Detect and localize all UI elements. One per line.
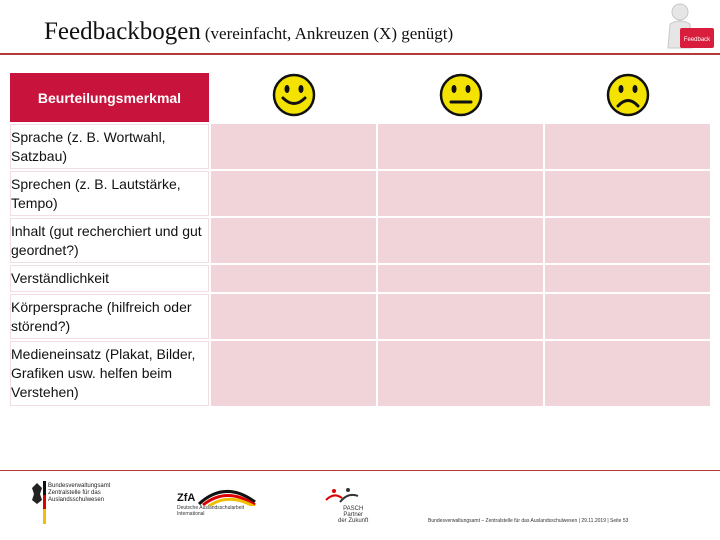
rating-cell-sad[interactable] <box>545 124 710 169</box>
rating-cell-neutral[interactable] <box>378 124 543 169</box>
footer-credit: Bundesverwaltungsamt – Zentralstelle für… <box>428 518 629 524</box>
criterion-label: Inhalt (gut recherchiert und gut geordne… <box>10 218 209 263</box>
header-face-happy <box>211 73 376 122</box>
table-row: Medieneinsatz (Plakat, Bilder, Grafiken … <box>10 341 710 406</box>
logo1-line: Zentralstelle für das <box>48 490 101 496</box>
rating-cell-neutral[interactable] <box>378 341 543 406</box>
zfa-logo-icon: ZfA <box>177 490 256 506</box>
rating-cell-happy[interactable] <box>211 265 376 292</box>
table-row: Körpersprache (hilfreich oder störend?) <box>10 294 710 339</box>
table-row: Sprechen (z. B. Lautstärke, Tempo) <box>10 171 710 216</box>
table-row: Verständlichkeit <box>10 265 710 292</box>
rating-cell-happy[interactable] <box>211 341 376 406</box>
criterion-label: Verständlichkeit <box>10 265 209 292</box>
smiley-happy-icon <box>272 73 315 117</box>
rating-cell-neutral[interactable] <box>378 265 543 292</box>
smiley-sad-icon <box>606 73 649 117</box>
zfa-logo-name: ZfA <box>177 492 195 504</box>
header-face-neutral <box>378 73 543 122</box>
footer-divider <box>0 470 720 471</box>
logo2-line: International <box>177 511 205 517</box>
logo1-text: Bundesverwaltungsamt Zentralstelle für d… <box>48 483 110 504</box>
rating-cell-happy[interactable] <box>211 171 376 216</box>
logo3-line: Partner <box>343 512 364 518</box>
criterion-label: Körpersprache (hilfreich oder störend?) <box>10 294 209 339</box>
rating-cell-sad[interactable] <box>545 265 710 292</box>
rating-cell-neutral[interactable] <box>378 218 543 263</box>
title-subtitle: (vereinfacht, Ankreuzen (X) genügt) <box>204 24 454 43</box>
logo2-text: Deutsche Auslandsschularbeit Internation… <box>177 505 244 517</box>
rating-cell-happy[interactable] <box>211 124 376 169</box>
header-face-sad <box>545 73 710 122</box>
rating-cell-sad[interactable] <box>545 294 710 339</box>
header-criterion: Beurteilungsmerkmal <box>10 73 209 122</box>
logo3-line: der Zukunft <box>338 518 369 524</box>
rating-cell-neutral[interactable] <box>378 294 543 339</box>
page-title: Feedbackbogen (vereinfacht, Ankreuzen (X… <box>44 18 453 46</box>
logo1-line: Auslandsschulwesen <box>48 497 105 503</box>
smiley-neutral-icon <box>439 73 482 117</box>
rating-cell-sad[interactable] <box>545 341 710 406</box>
logo2-line: Deutsche Auslandsschularbeit <box>177 505 244 511</box>
rating-cell-sad[interactable] <box>545 218 710 263</box>
table-row: Inhalt (gut recherchiert und gut geordne… <box>10 218 710 263</box>
feedback-mascot-icon: Feedback <box>667 3 714 49</box>
logo1-line: Bundesverwaltungsamt <box>48 483 111 489</box>
rating-cell-happy[interactable] <box>211 294 376 339</box>
criterion-label: Sprache (z. B. Wortwahl, Satzbau) <box>10 124 209 169</box>
title-divider <box>0 53 720 55</box>
logo3-line: PASCH <box>343 506 364 512</box>
criterion-label: Medieneinsatz (Plakat, Bilder, Grafiken … <box>10 341 209 406</box>
federal-eagle-logo-icon <box>32 481 46 524</box>
logo3-text: PASCH Partner der Zukunft <box>338 506 368 524</box>
title-main: Feedbackbogen <box>44 18 201 45</box>
criterion-label: Sprechen (z. B. Lautstärke, Tempo) <box>10 171 209 216</box>
rating-cell-neutral[interactable] <box>378 171 543 216</box>
feedback-table: Beurteilungsmerkmal <box>8 71 712 408</box>
mascot-sign-text: Feedback <box>684 37 711 43</box>
rating-cell-sad[interactable] <box>545 171 710 216</box>
table-row: Sprache (z. B. Wortwahl, Satzbau) <box>10 124 710 169</box>
pasch-logo-icon <box>325 488 359 503</box>
rating-cell-happy[interactable] <box>211 218 376 263</box>
